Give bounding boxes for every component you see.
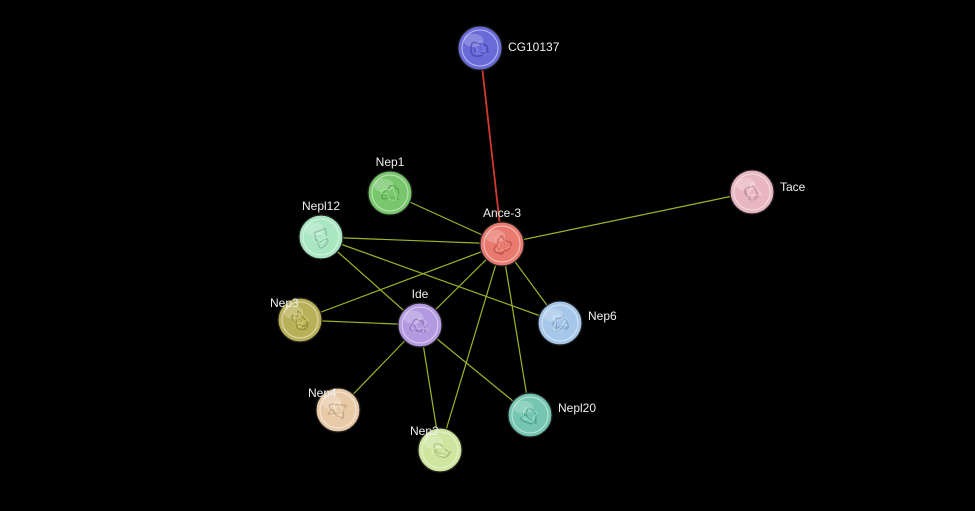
edge-Nepl12-Nep6[interactable] [321, 237, 560, 323]
edge-CG10137-Ance3[interactable] [480, 48, 502, 244]
node-Nep1[interactable]: Nep1 [368, 155, 412, 215]
node-label-Nep6: Nep6 [588, 309, 617, 323]
node-label-Ance3: Ance-3 [483, 206, 521, 220]
node-label-Nep1: Nep1 [376, 155, 405, 169]
node-CG10137[interactable]: CG10137 [458, 26, 560, 70]
node-Ance3[interactable]: Ance-3 [480, 206, 524, 266]
node-label-CG10137: CG10137 [508, 40, 560, 54]
edge-Nepl20-Ance3[interactable] [502, 244, 530, 415]
node-Nep3[interactable]: Nep3 [270, 296, 322, 342]
node-label-Tace: Tace [780, 180, 806, 194]
node-Ide[interactable]: Ide [398, 287, 442, 347]
node-Nep4[interactable]: Nep4 [308, 386, 360, 432]
node-Nep2[interactable]: Nep2 [410, 424, 462, 472]
node-label-Nepl20: Nepl20 [558, 401, 596, 415]
node-label-Nepl12: Nepl12 [302, 199, 340, 213]
node-label-Ide: Ide [412, 287, 429, 301]
node-Nepl20[interactable]: Nepl20 [508, 393, 596, 437]
node-Tace[interactable]: Tace [730, 170, 806, 214]
edge-Tace-Ance3[interactable] [502, 192, 752, 244]
protein-network-graph: CG10137 Tace Nep1 Nepl12 Ance-3 Nep3 Ide Nep6 Ne… [0, 0, 975, 511]
edges-layer [300, 48, 752, 450]
node-Nepl12[interactable]: Nepl12 [299, 199, 343, 259]
nodes-layer: CG10137 Tace Nep1 Nepl12 Ance-3 Nep3 Ide Nep6 Ne… [270, 26, 806, 472]
edge-Nepl12-Ance3[interactable] [321, 237, 502, 244]
node-Nep6[interactable]: Nep6 [538, 301, 617, 345]
